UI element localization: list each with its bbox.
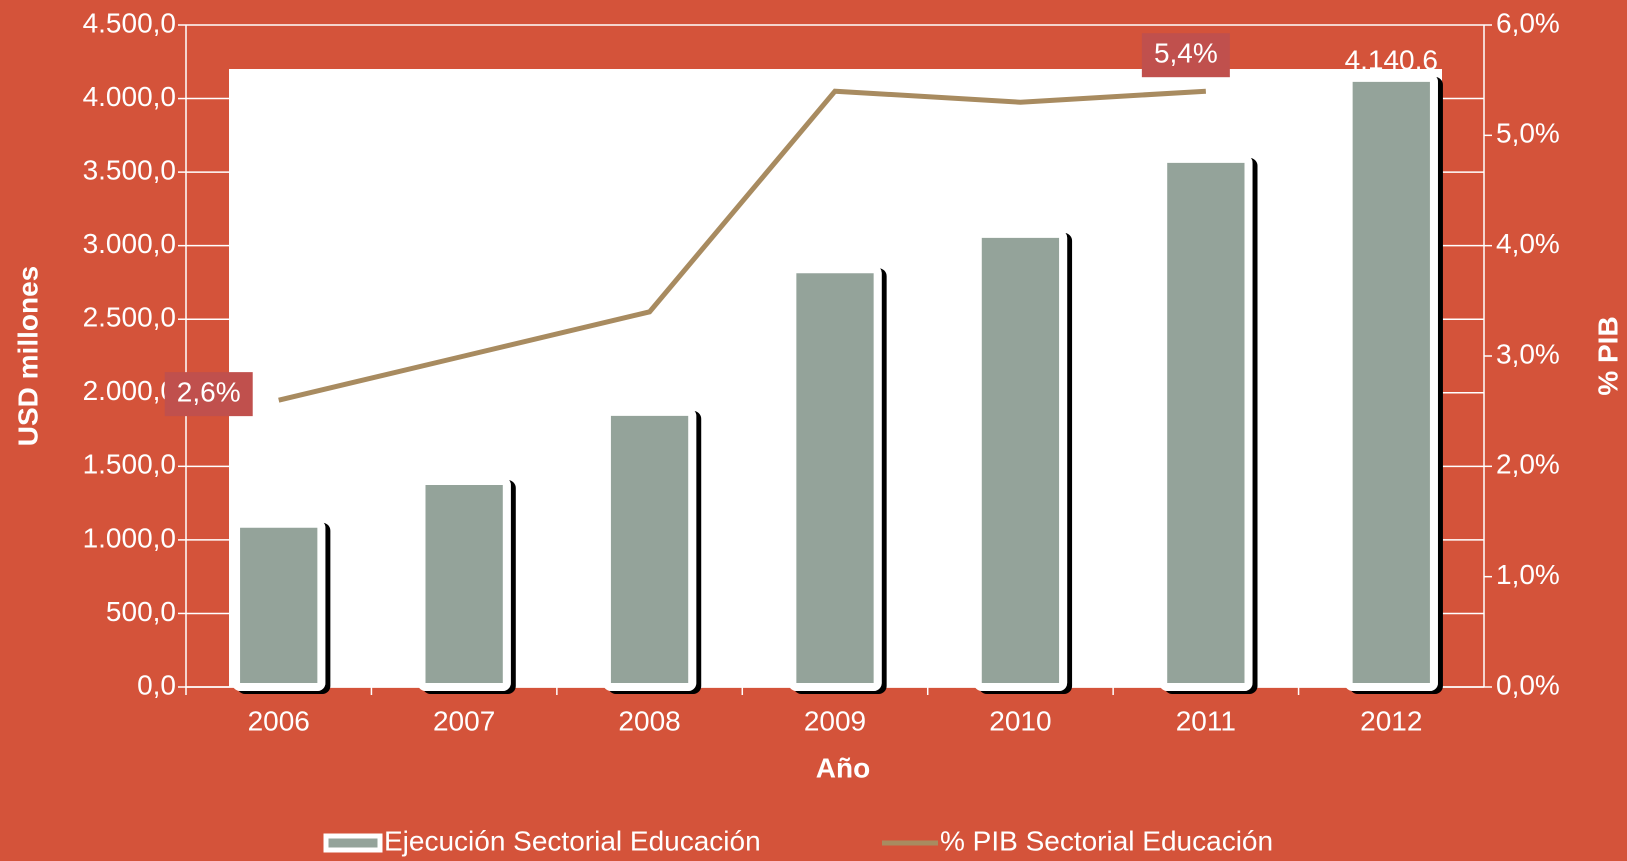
- y2-tick-label: 0,0%: [1496, 669, 1560, 700]
- y-tick-label: 1.000,0: [83, 522, 176, 553]
- line: [278, 88, 1207, 403]
- legend-swatch: [323, 833, 383, 853]
- y-tick-label: 500,0: [106, 596, 176, 627]
- bar: [973, 229, 1068, 692]
- bar: [602, 407, 697, 691]
- y2-tick-label: 3,0%: [1496, 338, 1560, 369]
- label-box: [164, 372, 253, 417]
- y-tick-label: 4.500,0: [83, 7, 176, 38]
- y-tick-label: 3.500,0: [83, 155, 176, 186]
- line-value-label: 5,4%: [1141, 33, 1230, 78]
- x-tick-label: 2010: [989, 705, 1051, 736]
- y-tick-label: 3.000,0: [83, 228, 176, 259]
- y2-tick-label: 5,0%: [1496, 118, 1560, 149]
- label-box: [1141, 33, 1230, 78]
- y-tick-label: 1.500,0: [83, 449, 176, 480]
- legend-label: % PIB Sectorial Educación: [940, 825, 1273, 856]
- y2-axis-title: % PIB: [1592, 316, 1623, 395]
- line-value-label: 2,6%: [164, 372, 253, 417]
- legend-label: Ejecución Sectorial Educación: [384, 825, 761, 856]
- bar: [788, 265, 882, 691]
- x-tick-label: 2008: [618, 705, 680, 736]
- y-axis-title: USD millones: [12, 266, 43, 446]
- x-axis-title: Año: [816, 752, 870, 783]
- y2-tick-label: 2,0%: [1496, 449, 1560, 480]
- bar: [417, 477, 511, 691]
- y-tick-label: 4.000,0: [83, 81, 176, 112]
- bar-value-label: 4.140,6: [1345, 44, 1438, 75]
- line-value-text: 5,4%: [1154, 38, 1218, 69]
- y2-tick-label: 1,0%: [1496, 559, 1560, 590]
- bar: [1344, 73, 1438, 692]
- x-tick-label: 2006: [248, 705, 310, 736]
- y-tick-label: 0,0: [137, 669, 176, 700]
- x-tick-label: 2009: [804, 705, 866, 736]
- y2-tick-label: 4,0%: [1496, 228, 1560, 259]
- x-tick-label: 2011: [1176, 705, 1236, 736]
- line-value-text: 2,6%: [177, 377, 241, 408]
- y2-tick-label: 6,0%: [1496, 7, 1560, 38]
- x-tick-label: 2012: [1360, 705, 1422, 736]
- bar: [232, 519, 326, 691]
- x-tick-label: 2007: [433, 705, 495, 736]
- y-tick-label: 2.500,0: [83, 302, 176, 333]
- bar: [1159, 154, 1253, 692]
- y-tick-label: 2.000,0: [83, 375, 176, 406]
